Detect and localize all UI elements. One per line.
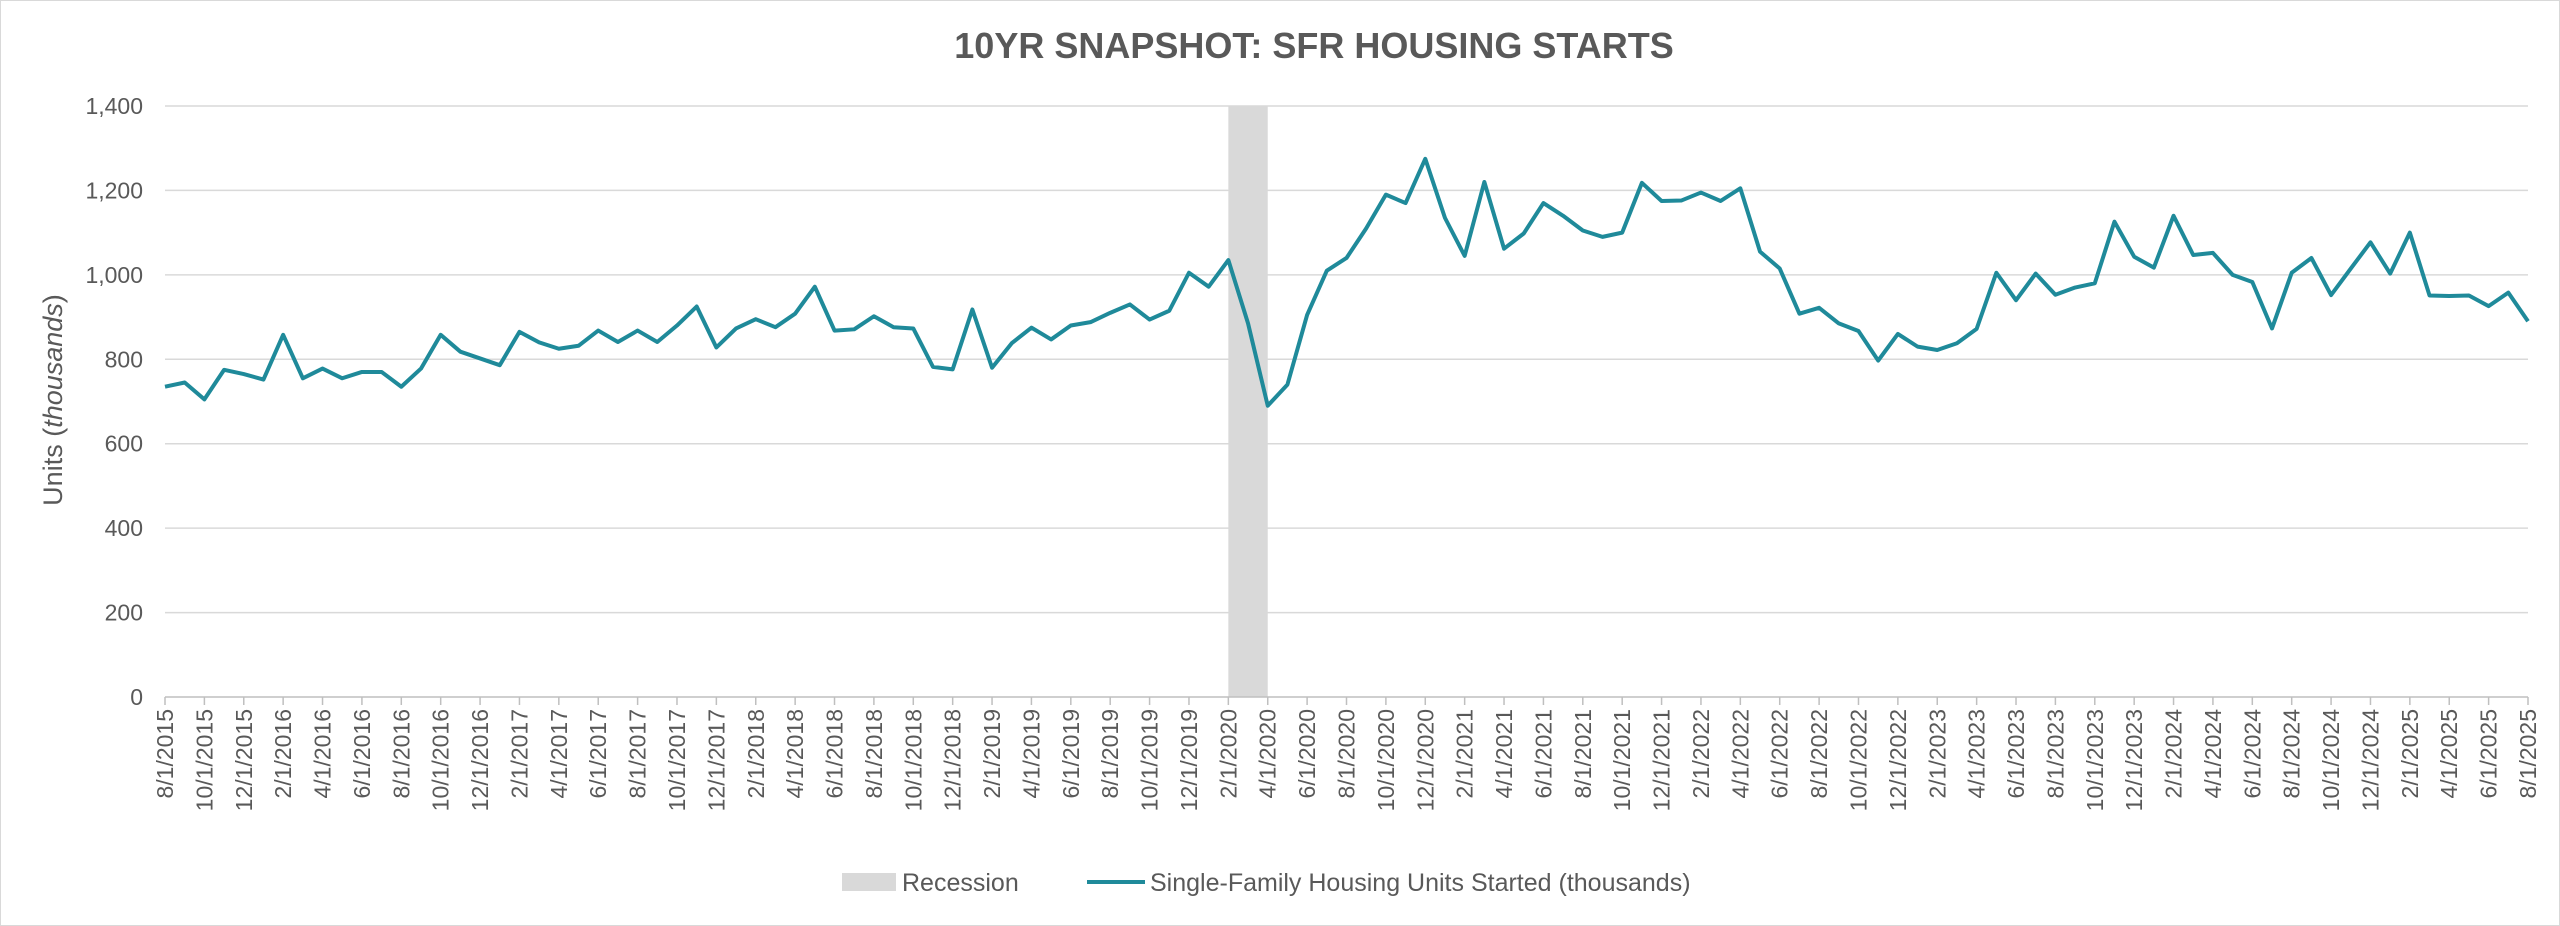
x-tick-label: 10/1/2021: [1609, 709, 1635, 811]
x-tick-label: 10/1/2022: [1845, 709, 1871, 811]
legend-recession-label: Recession: [902, 869, 1019, 897]
x-tick-label: 10/1/2019: [1137, 709, 1163, 811]
x-tick-label: 2/1/2020: [1215, 709, 1241, 799]
x-tick-label: 8/1/2015: [152, 709, 178, 799]
y-tick-label: 600: [105, 431, 143, 457]
x-tick-label: 8/1/2016: [388, 709, 414, 799]
y-tick-label: 800: [105, 346, 143, 372]
x-tick-label: 2/1/2016: [270, 709, 296, 799]
x-tick-label: 4/1/2021: [1491, 709, 1517, 799]
x-tick-label: 4/1/2016: [310, 709, 336, 799]
x-tick-label: 10/1/2018: [900, 709, 926, 811]
x-tick-label: 4/1/2022: [1727, 709, 1753, 799]
x-tick-label: 8/1/2021: [1570, 709, 1596, 799]
x-tick-label: 6/1/2020: [1294, 709, 1320, 799]
x-tick-label: 6/1/2017: [585, 709, 611, 799]
x-tick-label: 12/1/2020: [1412, 709, 1438, 811]
x-tick-label: 8/1/2025: [2515, 709, 2541, 799]
x-tick-label: 4/1/2023: [1964, 709, 1990, 799]
x-tick-label: 12/1/2022: [1885, 709, 1911, 811]
y-axis-label-unit: thousands: [38, 303, 68, 428]
y-tick-label: 200: [105, 600, 143, 626]
x-tick-label: 6/1/2025: [2476, 709, 2502, 799]
x-tick-label: 2/1/2017: [506, 709, 532, 799]
x-tick-label: 8/1/2018: [861, 709, 887, 799]
x-tick-label: 2/1/2023: [1924, 709, 1950, 799]
x-tick-label: 8/1/2017: [625, 709, 651, 799]
grid: [165, 105, 2528, 614]
chart-title: 10YR SNAPSHOT: SFR HOUSING STARTS: [954, 25, 1673, 66]
x-tick-label: 12/1/2019: [1176, 709, 1202, 811]
x-tick-label: 6/1/2018: [822, 709, 848, 799]
x-tick-label: 12/1/2021: [1649, 709, 1675, 811]
x-tick-label: 6/1/2019: [1058, 709, 1084, 799]
x-tick-label: 4/1/2020: [1255, 709, 1281, 799]
x-tick-label: 2/1/2021: [1452, 709, 1478, 799]
x-tick-label: 4/1/2017: [546, 709, 572, 799]
x-tick-label: 8/1/2023: [2042, 709, 2068, 799]
recession-band: [1228, 106, 1268, 697]
x-tick-label: 10/1/2016: [428, 709, 454, 811]
x-tick-label: 8/1/2019: [1097, 709, 1123, 799]
x-tick-label: 10/1/2017: [664, 709, 690, 811]
y-tick-label: 1,200: [85, 177, 143, 203]
legend-recession-swatch: [842, 873, 896, 891]
y-axis-label-prefix: Units (: [38, 428, 68, 506]
x-tick-label: 6/1/2021: [1530, 709, 1556, 799]
x-tick-label: 2/1/2024: [2161, 709, 2187, 799]
y-tick-label: 1,000: [85, 262, 143, 288]
legend-series-label: Single-Family Housing Units Started (tho…: [1150, 869, 1691, 897]
x-tick-label: 6/1/2024: [2239, 709, 2265, 799]
y-axis-label-suffix: ): [38, 294, 68, 303]
x-tick-label: 10/1/2020: [1373, 709, 1399, 811]
x-tick-label: 2/1/2018: [743, 709, 769, 799]
x-tick-label: 4/1/2025: [2436, 709, 2462, 799]
x-tick-label: 10/1/2015: [191, 709, 217, 811]
x-tick-label: 8/1/2022: [1806, 709, 1832, 799]
x-tick-label: 10/1/2023: [2082, 709, 2108, 811]
series-line-single-family-starts: [164, 156, 2530, 408]
legend: Recession Single-Family Housing Units St…: [842, 869, 1691, 897]
x-tick-label: 6/1/2022: [1767, 709, 1793, 799]
y-tick-label: 1,400: [85, 93, 143, 119]
x-tick-label: 10/1/2024: [2318, 709, 2344, 812]
x-tick-label: 12/1/2018: [940, 709, 966, 811]
x-tick-label: 8/1/2020: [1334, 709, 1360, 799]
x-tick-label: 4/1/2018: [782, 709, 808, 799]
x-tick-label: 4/1/2024: [2200, 709, 2226, 799]
x-tick-label: 2/1/2019: [979, 709, 1005, 799]
x-tick-label: 4/1/2019: [1018, 709, 1044, 799]
x-axis-ticks: 8/1/2015 10/1/2015 12/1/2015 2/1/2016 4/1/20…: [152, 697, 2541, 811]
y-tick-label: 0: [130, 684, 143, 710]
x-tick-label: 12/1/2016: [467, 709, 493, 811]
x-tick-label: 2/1/2022: [1688, 709, 1714, 799]
x-tick-label: 6/1/2023: [2003, 709, 2029, 799]
x-tick-label: 6/1/2016: [349, 709, 375, 799]
x-tick-label: 12/1/2023: [2121, 709, 2147, 811]
x-tick-label: 2/1/2025: [2397, 709, 2423, 799]
y-axis-label: Units (thousands): [38, 294, 68, 506]
y-tick-label: 400: [105, 515, 143, 541]
x-tick-label: 12/1/2024: [2357, 709, 2383, 812]
y-axis-ticks: 0 200 400 600 800 1,000 1,200 1,400: [85, 93, 143, 710]
x-tick-label: 8/1/2024: [2279, 709, 2305, 799]
x-tick-label: 12/1/2015: [231, 709, 257, 811]
x-tick-label: 12/1/2017: [703, 709, 729, 811]
